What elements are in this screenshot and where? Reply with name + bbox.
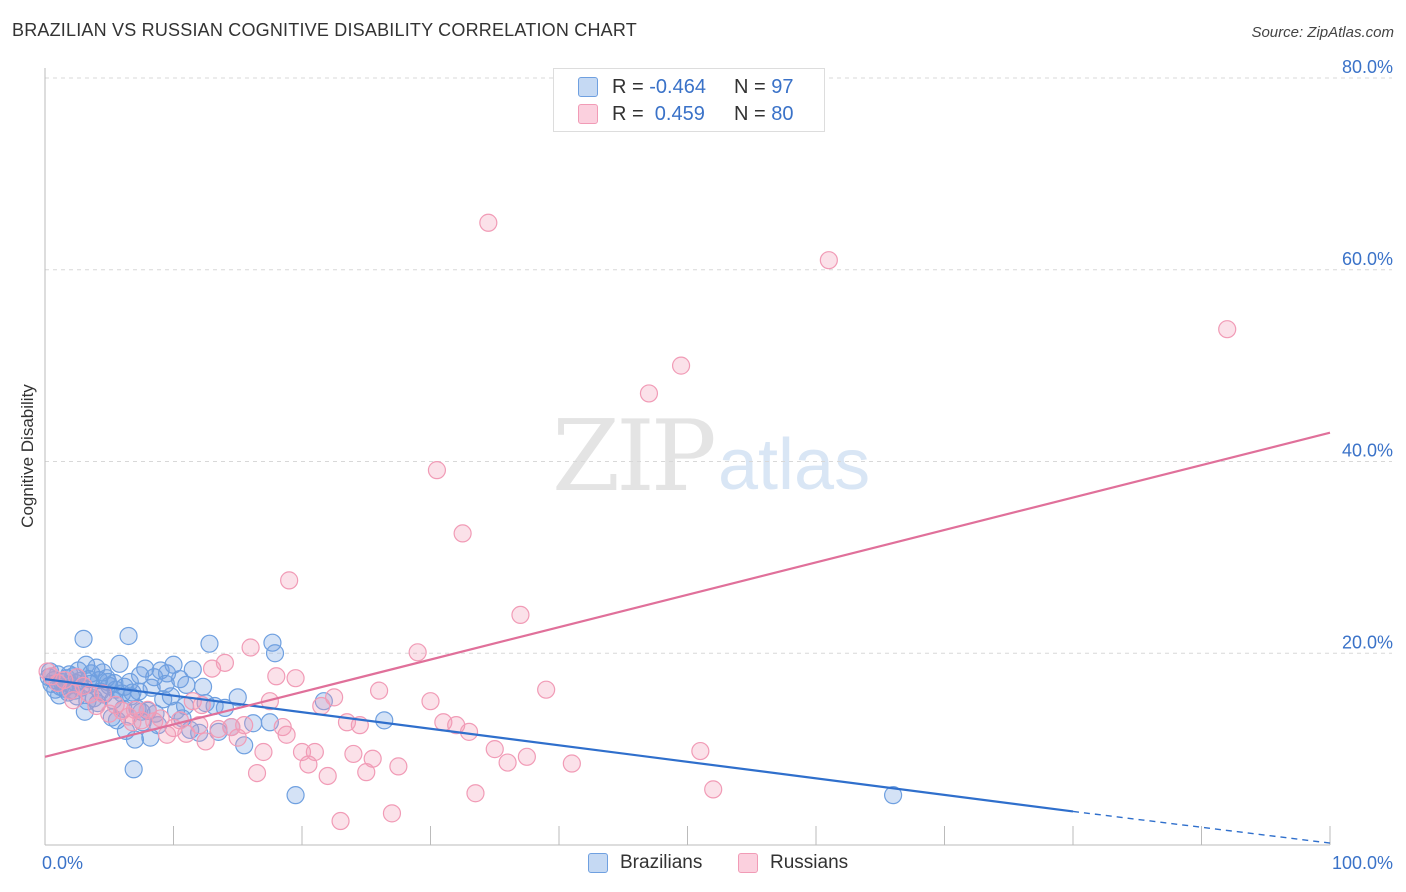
russian-point: [819, 251, 838, 270]
russian-point: [277, 725, 296, 744]
russian-point: [286, 669, 305, 688]
russian-point: [241, 638, 260, 657]
brazilian-point: [265, 644, 285, 663]
russian-point: [511, 605, 530, 625]
y-tick-label: 40.0%: [1342, 441, 1393, 461]
legend-swatch-brazilians-bottom: [588, 853, 608, 873]
brazilian-point: [107, 711, 127, 730]
x-tick-label: 0.0%: [42, 853, 83, 873]
source-credit: Source: ZipAtlas.com: [1251, 24, 1394, 41]
legend-n-brazilians: N = 97: [734, 75, 794, 98]
russian-point: [132, 711, 151, 730]
brazilian-point: [200, 634, 219, 653]
legend-row-russians: R = 0.459 N = 80: [578, 101, 794, 127]
russian-point: [671, 356, 691, 375]
russian-point: [466, 784, 485, 803]
russian-point: [254, 742, 273, 762]
legend-swatch-russians: [578, 104, 598, 124]
russian-point: [427, 461, 447, 480]
russian-point: [370, 681, 389, 700]
russian-point: [485, 740, 504, 759]
russian-point: [562, 754, 581, 773]
russian-point: [453, 524, 472, 543]
chart-title: BRAZILIAN VS RUSSIAN COGNITIVE DISABILIT…: [12, 20, 637, 40]
x-tick-label: 100.0%: [1332, 853, 1393, 873]
russian-point: [325, 688, 344, 707]
russian-point: [247, 763, 267, 783]
russian-point: [123, 713, 142, 732]
russian-point: [382, 804, 402, 823]
brazilian-trend-line: [44, 678, 1074, 813]
brazilian-point: [77, 655, 96, 674]
russian-point: [190, 716, 209, 735]
russian-point: [408, 643, 427, 662]
brazilian-point: [124, 760, 143, 779]
russian-point: [498, 753, 517, 772]
russian-point: [639, 384, 659, 403]
russian-point: [331, 811, 350, 831]
russian-point: [704, 780, 723, 799]
brazilian-point: [110, 654, 129, 673]
russian-point: [235, 716, 254, 735]
russian-point: [421, 692, 440, 711]
brazilian-point: [193, 677, 213, 696]
brazilian-point: [130, 666, 150, 685]
russian-point: [537, 680, 556, 699]
brazilian-point: [74, 629, 93, 648]
brazilian-point: [375, 711, 394, 730]
legend-swatch-brazilians: [578, 77, 598, 97]
legend-row-brazilians: R = -0.464 N = 97: [578, 74, 794, 100]
legend-label-russians: Russians: [770, 852, 849, 873]
russian-point: [138, 700, 157, 719]
correlation-legend: R = -0.464 N = 97 R = 0.459 N = 80: [553, 68, 825, 132]
brazilian-point: [121, 687, 141, 706]
legend-item-russians: Russians: [738, 852, 848, 874]
watermark-zip: ZIP: [552, 400, 717, 514]
brazilian-point: [177, 675, 196, 694]
brazilian-point: [286, 786, 305, 805]
brazilian-point: [75, 702, 94, 721]
russian-point: [363, 749, 382, 768]
brazilian-point: [183, 660, 202, 679]
legend-swatch-russians-bottom: [738, 853, 758, 873]
russian-point: [64, 691, 83, 710]
russian-trend-line: [44, 431, 1331, 758]
russian-point: [93, 684, 112, 703]
brazilian-point: [228, 688, 247, 707]
legend-label-brazilians: Brazilians: [620, 852, 703, 873]
russian-point: [196, 732, 215, 751]
brazilian-point: [156, 674, 175, 694]
watermark-atlas: atlas: [718, 425, 871, 505]
brazilian-point: [883, 786, 903, 805]
russian-point: [280, 571, 299, 590]
legend-r-brazilians: R = -0.464: [612, 75, 706, 98]
brazilian-point: [244, 714, 263, 733]
brazilian-point: [119, 626, 138, 646]
brazilian-point: [263, 633, 282, 652]
russian-point: [215, 653, 234, 672]
russian-point: [305, 742, 324, 762]
russian-point: [1218, 320, 1237, 339]
russian-point: [344, 744, 363, 764]
russian-point: [691, 741, 710, 761]
brazilian-point: [314, 692, 333, 711]
y-tick-label: 80.0%: [1342, 57, 1393, 77]
russian-point: [318, 766, 337, 786]
russian-point: [517, 747, 536, 766]
y-tick-label: 60.0%: [1342, 249, 1393, 269]
legend-item-brazilians: Brazilians: [588, 852, 702, 874]
russian-point: [177, 724, 196, 743]
y-tick-label: 20.0%: [1342, 632, 1393, 652]
legend-n-russians: N = 80: [734, 102, 794, 125]
series-legend: Brazilians Russians: [0, 852, 1406, 878]
legend-r-russians: R = 0.459: [612, 102, 705, 125]
russian-point: [479, 213, 498, 232]
russian-point: [267, 667, 286, 686]
russian-point: [389, 757, 408, 776]
